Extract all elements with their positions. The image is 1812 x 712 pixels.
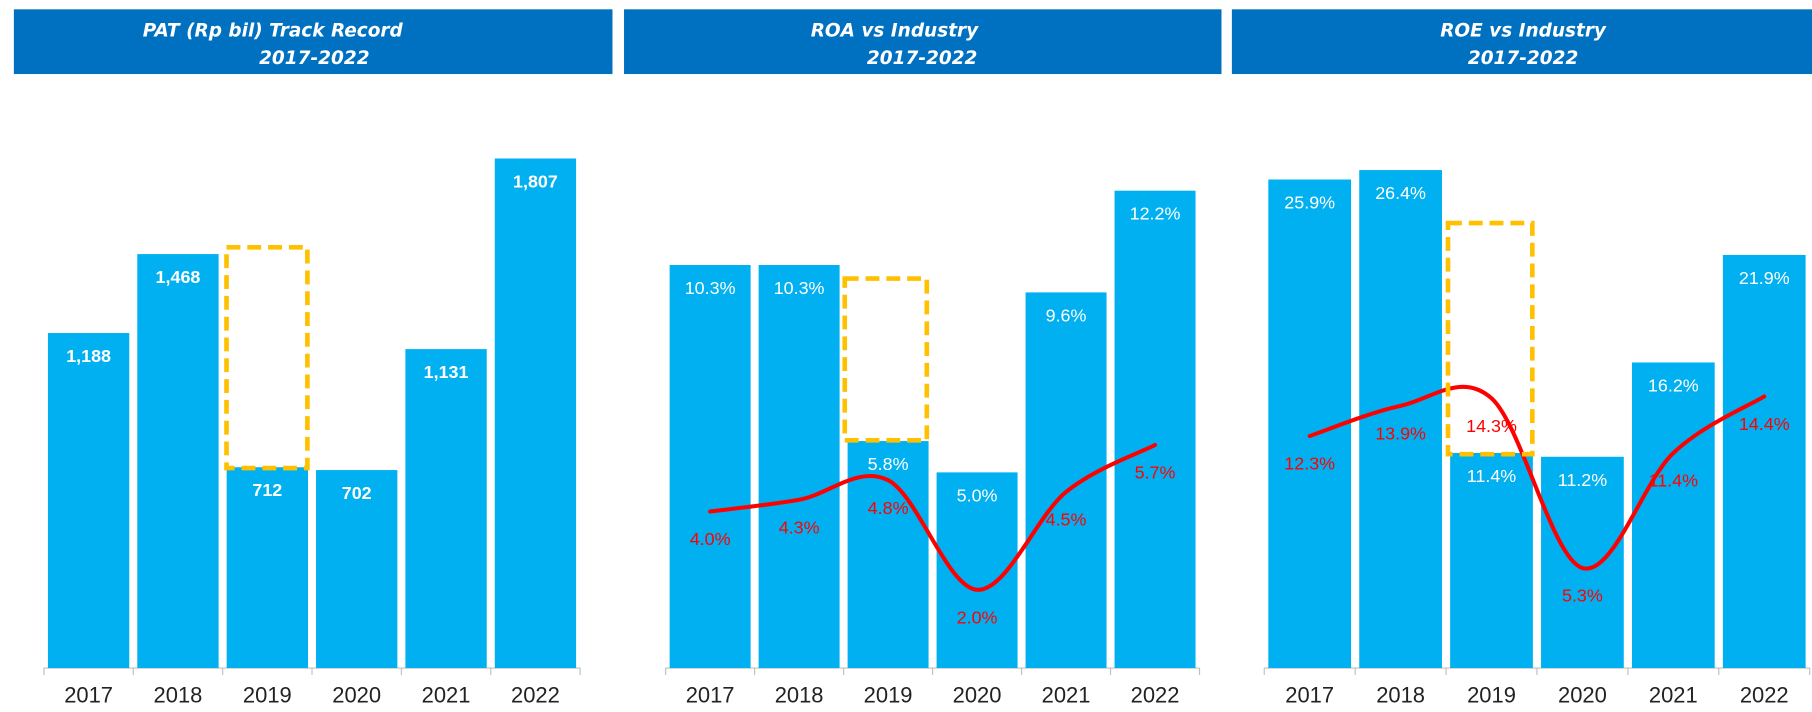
data-label: 12.3%: [1284, 454, 1335, 474]
bar: [137, 254, 219, 669]
bar: [405, 349, 487, 669]
highlight-box: [1445, 220, 1535, 457]
x-tick-label: 2021: [422, 683, 471, 708]
bar: [1114, 190, 1196, 669]
data-label: 10.3%: [774, 278, 825, 298]
chart-title: PAT (Rp bil) Track Record: [143, 20, 404, 41]
x-tick-label: 2020: [953, 683, 1002, 708]
x-tick-label: 2022: [1740, 683, 1789, 708]
x-tick-label: 2018: [1376, 683, 1425, 708]
panel-header: PAT (Rp bil) Track Record 2017-2022: [13, 9, 613, 75]
x-tick-label: 2018: [154, 683, 203, 708]
data-label: 21.9%: [1739, 268, 1790, 288]
bar: [316, 470, 398, 669]
chart: 2017 2018 2019 2020 2021 2022 1,188 1,468 712 702…: [43, 158, 581, 708]
data-label: 4.8%: [868, 498, 909, 518]
data-label: 12.2%: [1130, 204, 1181, 224]
bar: [1359, 170, 1442, 669]
bar: [1541, 456, 1624, 669]
data-label: 5.8%: [868, 454, 909, 474]
panel-header: ROA vs Industry 2017-2022: [624, 9, 1222, 75]
x-tick-label: 2020: [1558, 683, 1607, 708]
data-label: 5.3%: [1562, 586, 1603, 606]
x-tick-label: 2021: [1042, 683, 1091, 708]
data-label: 11.2%: [1558, 470, 1608, 490]
data-label: 1,131: [424, 362, 469, 382]
data-label: 11.4%: [1649, 471, 1699, 491]
chart-subtitle: 2017-2022: [1468, 48, 1578, 69]
data-label: 1,807: [513, 171, 558, 191]
bar: [758, 265, 840, 669]
data-label: 1,188: [66, 346, 111, 366]
data-label: 4.5%: [1046, 510, 1087, 530]
x-tick-label: 2017: [64, 683, 113, 708]
highlight-box: [224, 245, 310, 471]
bar: [494, 158, 577, 669]
data-label: 5.0%: [957, 485, 998, 505]
x-tick-label: 2018: [775, 683, 824, 708]
data-label: 13.9%: [1375, 423, 1426, 443]
x-tick-label: 2019: [1467, 683, 1516, 708]
data-label: 4.0%: [690, 529, 731, 549]
data-label: 11.4%: [1467, 466, 1517, 486]
bar: [1722, 254, 1806, 669]
plots: 2017 2018 2019 2020 2021 2022 1,188 1,468 712 702…: [43, 158, 1811, 708]
x-tick-label: 2020: [332, 683, 381, 708]
header-bar: [1231, 9, 1812, 75]
header-bar: [624, 9, 1222, 75]
data-label: 25.9%: [1284, 193, 1335, 213]
highlight-box: [842, 276, 930, 443]
data-label: 10.3%: [685, 278, 736, 298]
data-label: 2.0%: [957, 607, 998, 627]
x-tick-label: 2019: [864, 683, 913, 708]
chart-subtitle: 2017-2022: [259, 48, 369, 69]
data-label: 14.4%: [1739, 414, 1790, 434]
data-label: 16.2%: [1648, 375, 1699, 395]
bar: [1450, 452, 1533, 669]
x-tick-label: 2019: [243, 683, 292, 708]
data-label: 4.3%: [779, 517, 820, 537]
bar: [226, 467, 308, 669]
data-label: 1,468: [156, 267, 201, 287]
chart: 2017 2018 2019 2020 2021 2022 10.3% 10.3% 5.8% 5.…: [665, 190, 1201, 708]
bar: [1631, 362, 1715, 669]
line: [708, 442, 1158, 592]
chart: 2017 2018 2019 2020 2021 2022 25.9% 26.4% 11.4% 1…: [1263, 170, 1811, 708]
data-label: 26.4%: [1375, 183, 1426, 203]
chart-title: ROA vs Industry: [811, 20, 979, 41]
data-label: 9.6%: [1046, 305, 1087, 325]
header-bar: [13, 9, 613, 75]
panel-header: ROE vs Industry 2017-2022: [1231, 9, 1812, 75]
x-tick-label: 2022: [1131, 683, 1180, 708]
bar: [669, 265, 751, 669]
x-tick-label: 2017: [686, 683, 735, 708]
chart-title: ROE vs Industry: [1440, 20, 1607, 41]
chart-subtitle: 2017-2022: [867, 48, 977, 69]
x-tick-label: 2021: [1649, 683, 1698, 708]
data-label: 702: [342, 483, 372, 503]
data-label: 5.7%: [1135, 463, 1176, 483]
bar: [1025, 292, 1107, 669]
data-label: 14.3%: [1466, 416, 1517, 436]
bar: [47, 333, 130, 669]
highlight-boxes: [224, 220, 1535, 471]
line: [1307, 384, 1767, 571]
x-tick-label: 2022: [511, 683, 560, 708]
x-tick-label: 2017: [1285, 683, 1334, 708]
data-label: 712: [252, 480, 282, 500]
